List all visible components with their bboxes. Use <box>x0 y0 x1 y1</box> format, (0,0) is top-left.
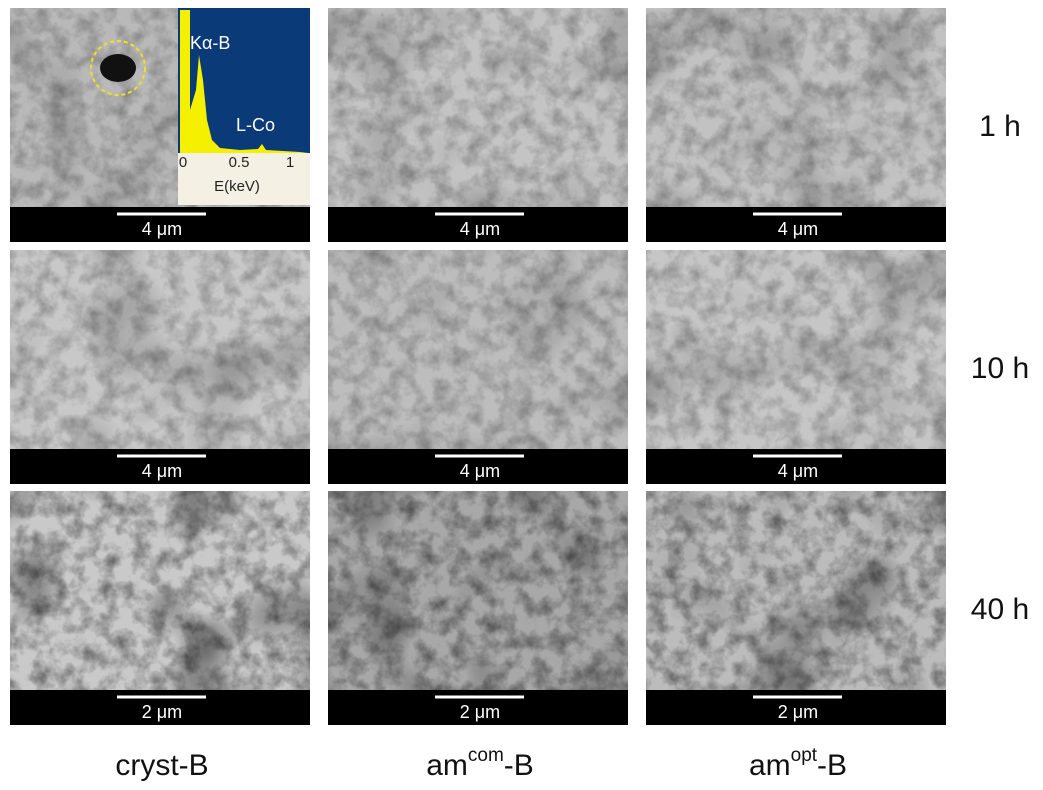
scale-label: 4 μm <box>460 461 500 481</box>
row-label: 1 h <box>979 110 1021 143</box>
figure: 4 μm 4 μm 4 μm 4 μm 4 μm 4 μm 2 μm 2 μm 2 μm Kα-… <box>0 0 1043 790</box>
scale-label: 4 μm <box>142 219 182 239</box>
micrograph-panel: 2 μm <box>10 491 310 725</box>
column-label-part: com <box>468 745 504 766</box>
column-label: amopt-B <box>749 745 847 782</box>
micrograph-panel: 2 μm <box>328 491 628 725</box>
column-label-part: -B <box>504 749 534 782</box>
peak-label: L-Co <box>236 115 275 135</box>
column-label-part: am <box>749 749 791 782</box>
micrograph-panel: 4 μm <box>328 250 628 484</box>
scale-label: 2 μm <box>142 702 182 722</box>
row-label: 10 h <box>971 352 1029 385</box>
pore <box>100 54 136 82</box>
micrograph-panel: 4 μm <box>646 250 946 484</box>
scale-label: 4 μm <box>778 219 818 239</box>
column-label-part: opt <box>791 745 818 766</box>
x-tick-label: 0 <box>179 154 187 171</box>
scale-label: 2 μm <box>778 702 818 722</box>
micrograph-panel: 4 μm <box>328 8 628 242</box>
scale-label: 2 μm <box>460 702 500 722</box>
scale-label: 4 μm <box>778 461 818 481</box>
peak-label: Kα-B <box>190 33 230 53</box>
column-label-part: -B <box>817 749 847 782</box>
column-label: cryst-B <box>115 749 208 782</box>
x-tick-label: 1 <box>286 154 294 171</box>
micrograph-panel: 2 μm <box>646 491 946 725</box>
micrograph-panel: 4 μm <box>646 8 946 242</box>
x-tick-label: 0.5 <box>229 154 250 171</box>
column-label: amcom-B <box>426 745 534 782</box>
scale-label: 4 μm <box>142 461 182 481</box>
micrograph-panel: 4 μm <box>10 250 310 484</box>
x-axis-label: E(keV) <box>214 178 260 195</box>
scale-label: 4 μm <box>460 219 500 239</box>
column-label-part: cryst-B <box>115 749 208 782</box>
row-label: 40 h <box>971 593 1029 626</box>
column-label-part: am <box>426 749 468 782</box>
